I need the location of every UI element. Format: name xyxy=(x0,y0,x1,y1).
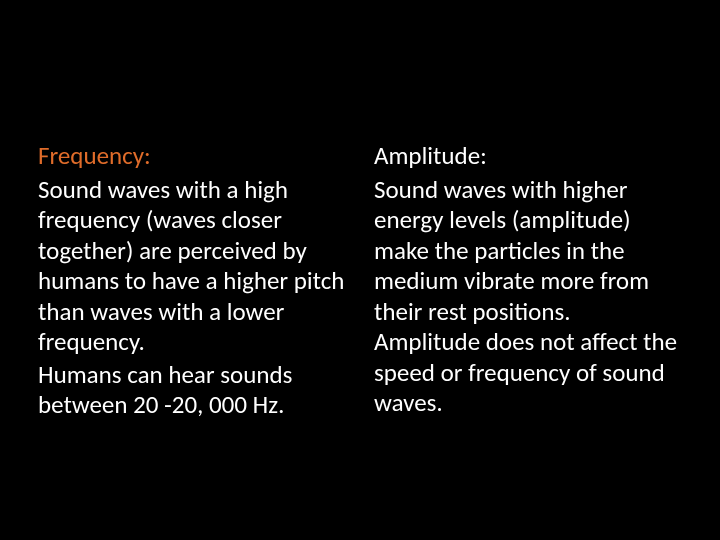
amplitude-heading: Amplitude: xyxy=(374,140,682,173)
left-column: Frequency: Sound waves with a high frequ… xyxy=(38,140,346,540)
frequency-paragraph-2: Humans can hear sounds between 20 -20, 0… xyxy=(38,360,346,421)
amplitude-paragraph-1: Sound waves with higher energy levels (a… xyxy=(374,175,682,419)
frequency-heading: Frequency: xyxy=(38,140,346,173)
right-column: Amplitude: Sound waves with higher energ… xyxy=(374,140,682,540)
slide: Frequency: Sound waves with a high frequ… xyxy=(0,0,720,540)
frequency-paragraph-1: Sound waves with a high frequency (waves… xyxy=(38,175,346,358)
